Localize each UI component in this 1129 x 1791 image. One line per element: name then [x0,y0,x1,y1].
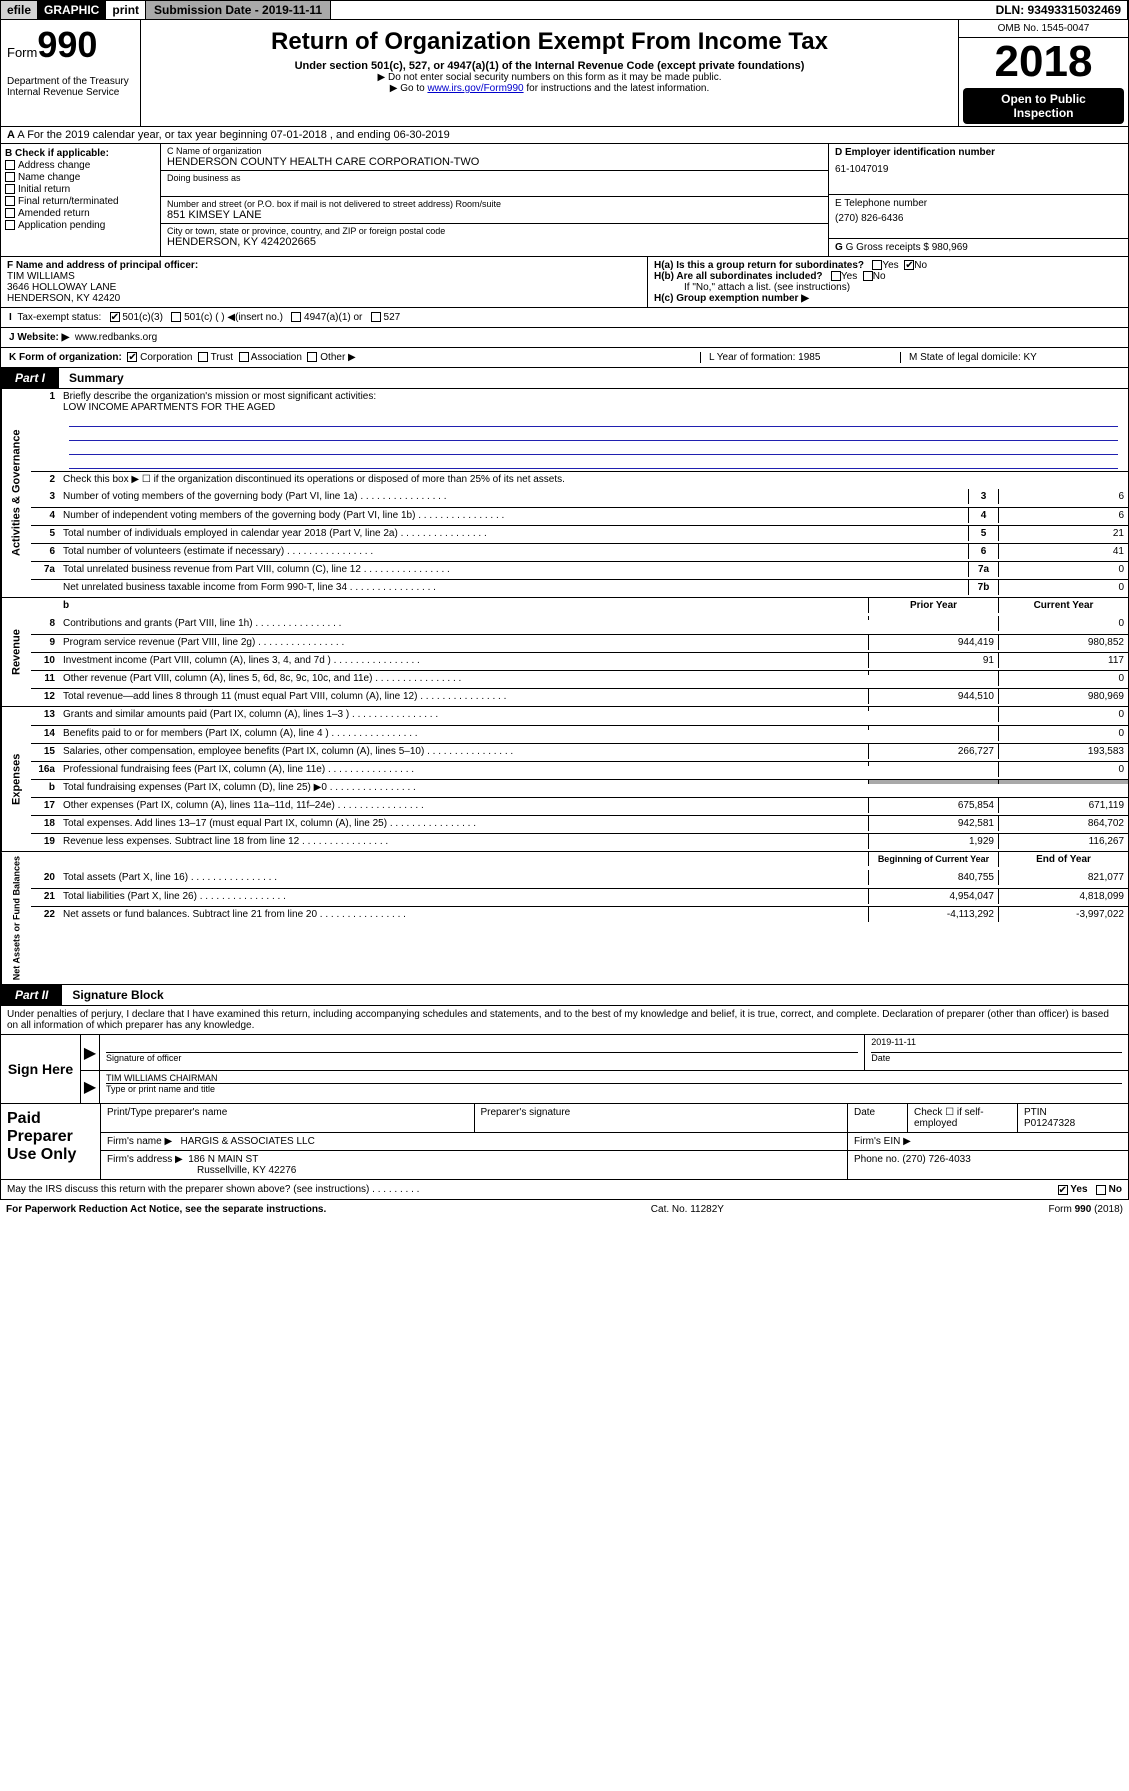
table-row: bTotal fundraising expenses (Part IX, co… [31,779,1128,797]
form-ref: Form 990 (2018) [1049,1204,1123,1215]
org-name: HENDERSON COUNTY HEALTH CARE CORPORATION… [167,156,822,168]
table-row: 10Investment income (Part VIII, column (… [31,652,1128,670]
dept-label: Department of the Treasury Internal Reve… [7,76,134,98]
table-row: 14Benefits paid to or for members (Part … [31,725,1128,743]
table-row: 18Total expenses. Add lines 13–17 (must … [31,815,1128,833]
form-header: Form990 Department of the Treasury Inter… [0,20,1129,127]
table-row: 4Number of independent voting members of… [31,507,1128,525]
table-row: 21Total liabilities (Part X, line 26)4,9… [31,888,1128,906]
firm-address: 186 N MAIN ST [188,1154,258,1165]
table-row: 9Program service revenue (Part VIII, lin… [31,634,1128,652]
corp-checkbox[interactable] [127,352,137,362]
table-row: 5Total number of individuals employed in… [31,525,1128,543]
sign-here: Sign Here ▶ Signature of officer 2019-11… [0,1035,1129,1104]
mission: LOW INCOME APARTMENTS FOR THE AGED [63,402,275,413]
firm-name: HARGIS & ASSOCIATES LLC [181,1136,315,1147]
print-button[interactable]: print [106,1,146,19]
table-row: 16aProfessional fundraising fees (Part I… [31,761,1128,779]
top-bar: efile GRAPHIC print Submission Date - 20… [0,0,1129,20]
irs-link[interactable]: www.irs.gov/Form990 [427,83,523,94]
telephone: (270) 826-6436 [835,213,1122,224]
ptin: P01247328 [1024,1118,1075,1129]
officer-name: TIM WILLIAMS [7,271,75,282]
table-row: 22Net assets or fund balances. Subtract … [31,906,1128,924]
chk-initial[interactable]: Initial return [5,184,156,195]
summary-netassets: Net Assets or Fund Balances Beginning of… [0,852,1129,985]
perjury-statement: Under penalties of perjury, I declare th… [0,1006,1129,1035]
form-id: Form990 [7,24,134,66]
summary-expenses: Expenses 13Grants and similar amounts pa… [0,707,1129,852]
submission-date: Submission Date - 2019-11-11 [146,1,331,19]
section-a: A A For the 2019 calendar year, or tax y… [0,127,1129,144]
efile-label: efile [1,1,38,19]
form-title: Return of Organization Exempt From Incom… [147,28,952,56]
ein: 61-1047019 [835,164,1122,175]
group-return-no[interactable] [904,260,914,270]
form-note-1: ▶ Do not enter social security numbers o… [147,72,952,83]
501c3-checkbox[interactable] [110,312,120,322]
city-state-zip: HENDERSON, KY 424202665 [167,236,822,248]
org-info-block: B Check if applicable: Address change Na… [0,144,1129,257]
officer-name-title: TIM WILLIAMS CHAIRMAN [106,1073,1122,1084]
table-row: 6Total number of volunteers (estimate if… [31,543,1128,561]
summary-revenue: Revenue b Prior Year Current Year 8Contr… [0,598,1129,707]
firm-phone: Phone no. (270) 726-4033 [848,1151,1128,1179]
table-row: 12Total revenue—add lines 8 through 11 (… [31,688,1128,706]
row-f-h: F Name and address of principal officer:… [0,257,1129,308]
paid-preparer: Paid Preparer Use Only Print/Type prepar… [0,1104,1129,1180]
chk-final[interactable]: Final return/terminated [5,196,156,207]
col-c: C Name of organization HENDERSON COUNTY … [161,144,828,256]
state-domicile: M State of legal domicile: KY [900,352,1120,363]
page-footer: For Paperwork Reduction Act Notice, see … [0,1200,1129,1219]
table-row: 3Number of voting members of the governi… [31,489,1128,507]
table-row: 15Salaries, other compensation, employee… [31,743,1128,761]
row-j: J Website: ▶ www.redbanks.org [0,328,1129,348]
table-row: 7aTotal unrelated business revenue from … [31,561,1128,579]
row-i: I Tax-exempt status: 501(c)(3) 501(c) ( … [0,308,1129,328]
table-row: Net unrelated business taxable income fr… [31,579,1128,597]
table-row: 17Other expenses (Part IX, column (A), l… [31,797,1128,815]
graphic-label: GRAPHIC [38,1,106,19]
gross-receipts: G G Gross receipts $ 980,969 [828,238,1128,256]
sign-date: 2019-11-11 [871,1037,1122,1053]
chk-amended[interactable]: Amended return [5,208,156,219]
chk-pending[interactable]: Application pending [5,220,156,231]
chk-address[interactable]: Address change [5,160,156,171]
part-1-header: Part I Summary [0,368,1129,389]
col-b: B Check if applicable: Address change Na… [1,144,161,256]
omb-number: OMB No. 1545-0047 [959,20,1128,38]
website: www.redbanks.org [75,332,157,343]
table-row: 8Contributions and grants (Part VIII, li… [31,616,1128,634]
summary-governance: Activities & Governance 1 Briefly descri… [0,389,1129,598]
form-subtitle: Under section 501(c), 527, or 4947(a)(1)… [147,60,952,72]
row-k: K Form of organization: Corporation Trus… [0,348,1129,368]
street-address: 851 KIMSEY LANE [167,209,822,221]
discuss-row: May the IRS discuss this return with the… [0,1180,1129,1200]
year-formation: L Year of formation: 1985 [700,352,900,363]
form-note-2: ▶ Go to www.irs.gov/Form990 for instruct… [147,83,952,94]
discuss-yes[interactable] [1058,1185,1068,1195]
tax-year: 2018 [959,38,1128,86]
dln: DLN: 93493315032469 [990,1,1128,19]
inspection-badge: Open to Public Inspection [963,88,1124,124]
part-2-header: Part II Signature Block [0,985,1129,1006]
table-row: 13Grants and similar amounts paid (Part … [31,707,1128,725]
chk-namechange[interactable]: Name change [5,172,156,183]
col-defg: D Employer identification number 61-1047… [828,144,1128,256]
table-row: 19Revenue less expenses. Subtract line 1… [31,833,1128,851]
table-row: 20Total assets (Part X, line 16)840,7558… [31,870,1128,888]
table-row: 11Other revenue (Part VIII, column (A), … [31,670,1128,688]
